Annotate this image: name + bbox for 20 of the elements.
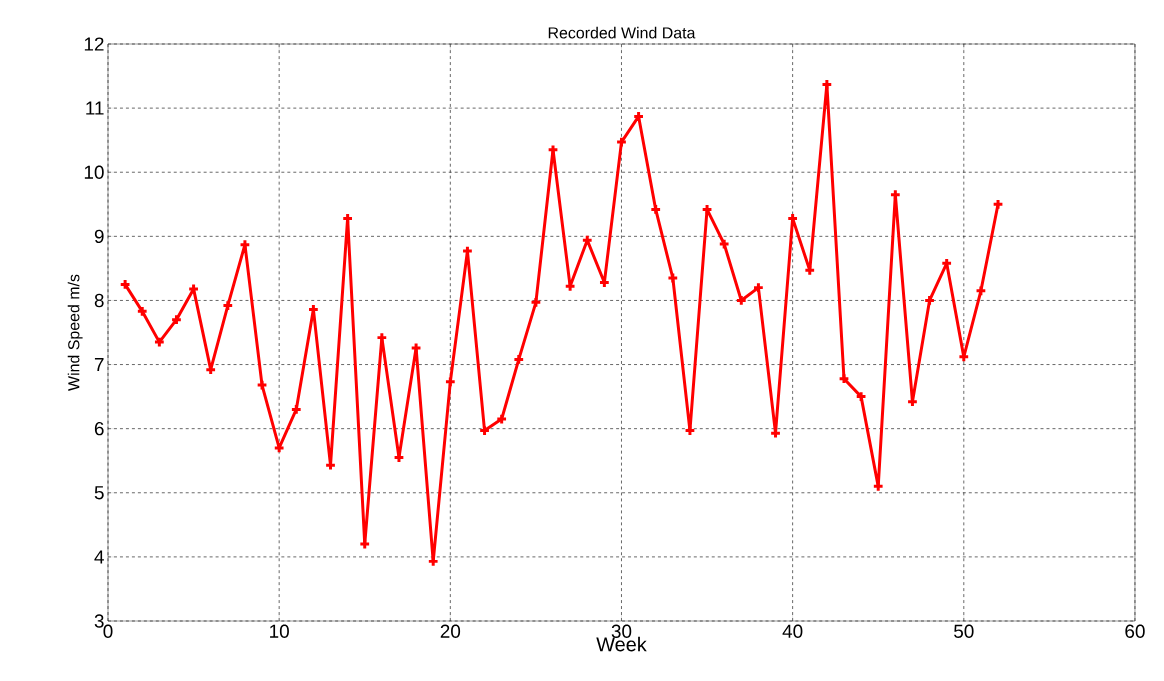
x-tick-label: 20 bbox=[440, 624, 461, 638]
x-tick-label: 50 bbox=[954, 624, 974, 638]
y-tick-label: 10 bbox=[84, 165, 104, 179]
y-tick-label: 8 bbox=[94, 293, 104, 308]
y-tick-label: 11 bbox=[86, 101, 104, 115]
x-tick-label: 60 bbox=[1125, 624, 1145, 638]
x-tick-label: 10 bbox=[270, 624, 289, 638]
y-tick-label: 7 bbox=[94, 358, 104, 372]
y-tick-label: 6 bbox=[94, 421, 104, 436]
x-tick-label: 30 bbox=[611, 624, 632, 638]
x-axis-title: Week bbox=[596, 636, 647, 652]
x-tick-label: 0 bbox=[103, 624, 113, 638]
y-tick-label: 5 bbox=[94, 486, 104, 500]
x-tick-label: 40 bbox=[782, 624, 803, 638]
y-axis-title: Wind Speed m/s bbox=[67, 274, 83, 391]
y-tick-label: 4 bbox=[94, 550, 104, 564]
y-tick-label: 3 bbox=[94, 614, 104, 628]
chart-title: Recorded Wind Data bbox=[548, 26, 696, 39]
y-tick-label: 9 bbox=[94, 229, 104, 244]
y-tick-label: 12 bbox=[84, 37, 104, 51]
